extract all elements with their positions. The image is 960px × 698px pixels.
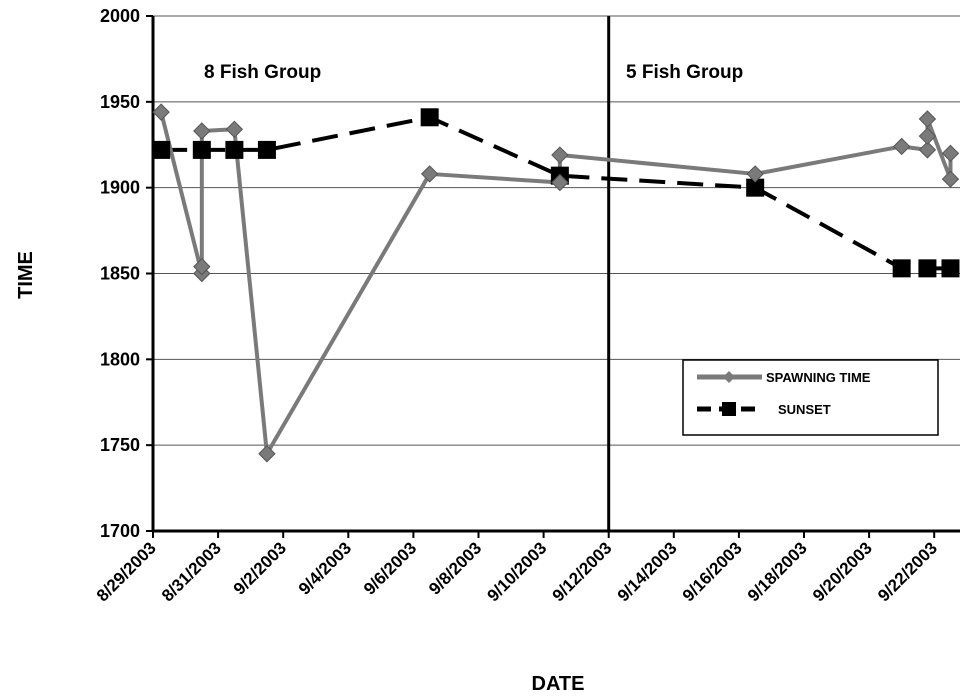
y-tick-label: 1800	[100, 349, 140, 369]
legend-spawning-label: SPAWNING TIME	[766, 370, 871, 385]
spawning-time-point	[918, 110, 937, 128]
y-tick-label: 1950	[100, 92, 140, 112]
spawning-time-point	[551, 173, 569, 192]
x-tick-label: 8/31/2003	[158, 538, 225, 605]
sunset-point	[941, 259, 960, 278]
x-tick-label: 9/12/2003	[549, 538, 616, 605]
sunset-point	[152, 140, 171, 159]
spawning-time-point	[941, 144, 960, 163]
spawning-time-point	[918, 127, 937, 145]
sunset-point	[892, 259, 911, 278]
spawning-time-point	[420, 165, 439, 183]
x-tick-label: 8/29/2003	[93, 538, 160, 605]
legend-sunset-label: SUNSET	[778, 402, 831, 417]
spawning-time-point	[152, 103, 170, 121]
spawning-time-point	[918, 141, 937, 159]
sunset-point	[225, 140, 244, 159]
x-tick-label: 9/6/2003	[360, 538, 420, 598]
series-layer	[152, 103, 960, 463]
y-tick-label: 2000	[100, 6, 140, 26]
legend-sunset-marker	[722, 402, 736, 416]
x-tick-label: 9/20/2003	[809, 538, 876, 605]
y-tick-label: 1850	[100, 264, 140, 284]
x-tick-label: 9/16/2003	[679, 538, 746, 605]
legend-spawning-marker	[723, 371, 735, 383]
x-axis-title: DATE	[532, 673, 585, 695]
annotation-5-fish-group: 5 Fish Group	[626, 62, 743, 83]
x-tick-label: 9/18/2003	[744, 538, 811, 605]
sunset-line	[161, 115, 951, 271]
spawning-time-point	[941, 170, 960, 188]
x-tick-label: 9/14/2003	[614, 538, 681, 605]
x-tick-label: 9/8/2003	[425, 538, 485, 598]
spawning-time-point	[193, 122, 211, 140]
sunset-point	[918, 259, 937, 278]
spawning-time-point	[193, 257, 211, 276]
spawning-time-point	[892, 137, 911, 156]
spawning-time-point	[258, 445, 276, 463]
y-tick-label: 1700	[100, 521, 140, 541]
sunset-point	[746, 178, 765, 197]
y-tick-label: 1750	[100, 435, 140, 455]
spawning-time-point	[551, 146, 569, 164]
x-tick-label: 9/22/2003	[874, 538, 941, 605]
y-axis: 1700 1750 1800 1850 1900 1950 2000	[100, 6, 155, 541]
sunset-point	[420, 108, 439, 127]
spawning-time-point	[746, 165, 764, 183]
x-tick-label: 9/4/2003	[295, 538, 355, 598]
legend-box	[682, 359, 939, 436]
x-tick-label: 9/10/2003	[484, 538, 551, 605]
y-tick-label: 1900	[100, 178, 140, 198]
gridlines	[153, 15, 960, 446]
spawning-time-point	[225, 120, 244, 139]
sunset-point	[192, 140, 211, 159]
x-tick-label: 9/2/2003	[230, 538, 290, 598]
legend: SPAWNING TIME SUNSET	[682, 359, 939, 436]
y-axis-title: TIME	[15, 251, 37, 299]
sunset-point	[257, 140, 276, 159]
annotation-8-fish-group: 8 Fish Group	[204, 62, 321, 83]
